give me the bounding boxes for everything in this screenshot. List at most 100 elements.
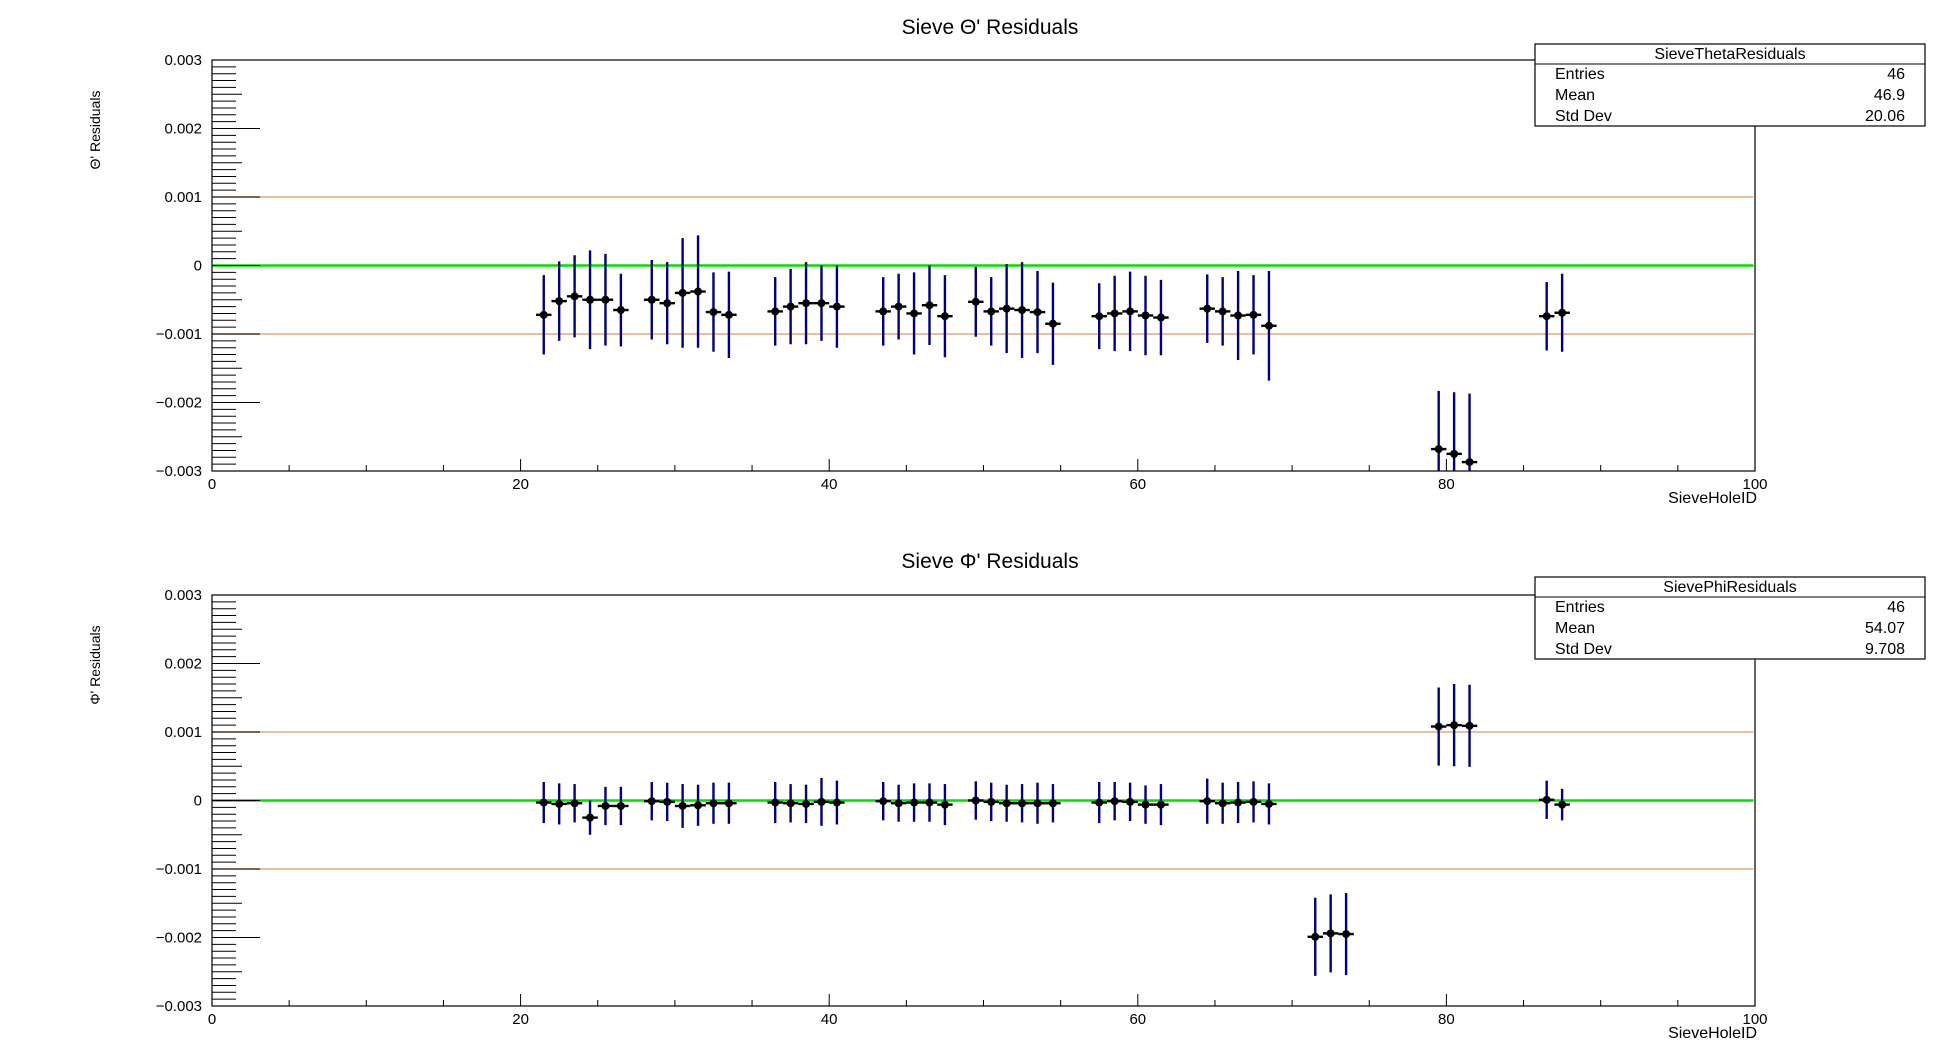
data-point (767, 277, 783, 346)
point-marker (663, 299, 672, 308)
stats-mean-value: 54.07 (1865, 620, 1905, 637)
data-point (798, 784, 814, 824)
point-marker (539, 798, 548, 807)
data-point (597, 253, 614, 346)
point-marker (910, 798, 919, 807)
data-point (875, 277, 891, 346)
data-point (613, 786, 629, 826)
point-marker (832, 302, 841, 311)
point-marker (817, 299, 826, 308)
point-marker (724, 799, 733, 808)
data-point (1322, 894, 1339, 973)
point-marker (987, 797, 996, 806)
x-tick-label: 80 (1438, 476, 1455, 493)
stats-mean-label: Mean (1555, 87, 1595, 104)
data-point (782, 784, 799, 823)
data-point (690, 784, 706, 826)
point-marker (1033, 799, 1042, 808)
point-marker (1018, 306, 1027, 315)
data-point (890, 784, 907, 822)
data-point (1446, 392, 1462, 471)
data-point (921, 265, 938, 345)
phi-residuals-panel: Sieve Φ' Residuals −0.003 −0.002 −0.001 0 0.… (87, 550, 1926, 1042)
y-tick-label: 0.002 (164, 656, 202, 673)
point-marker (1558, 308, 1567, 317)
data-point (644, 260, 660, 340)
point-marker (1434, 445, 1443, 454)
y-tick-label: 0.001 (164, 724, 202, 741)
point-marker (971, 796, 980, 805)
point-marker (694, 801, 703, 810)
data-point (1014, 784, 1030, 823)
data-point (1199, 274, 1215, 343)
data-point (983, 277, 999, 346)
point-marker (971, 297, 980, 306)
stats-entries-value: 46 (1887, 599, 1905, 616)
data-point (1461, 684, 1478, 767)
x-tick-label: 0 (208, 1011, 216, 1028)
point-marker (1141, 800, 1150, 809)
point-marker (1434, 722, 1443, 731)
stats-entries-value: 46 (1887, 66, 1905, 83)
y-tick-label: −0.002 (156, 395, 202, 412)
point-marker (1095, 312, 1104, 321)
point-marker (678, 288, 687, 297)
x-tick-label: 40 (821, 476, 838, 493)
data-point (1122, 271, 1138, 352)
data-point (998, 264, 1015, 354)
data-point (1214, 782, 1231, 824)
point-marker (1542, 795, 1551, 804)
data-point (1106, 275, 1123, 352)
point-marker (1033, 308, 1042, 317)
point-marker (1558, 800, 1567, 809)
data-point (551, 261, 567, 341)
point-marker (1542, 312, 1551, 321)
data-point (1214, 277, 1231, 346)
data-point (1029, 782, 1046, 824)
data-point (1091, 782, 1107, 824)
data-point (1538, 281, 1555, 351)
point-marker (539, 310, 548, 319)
point-marker (786, 302, 795, 311)
data-point (1307, 897, 1323, 976)
data-point (1137, 785, 1154, 824)
point-marker (709, 799, 718, 808)
x-axis-label: SieveHoleID (1668, 490, 1757, 507)
data-point (536, 275, 552, 355)
point-marker (940, 312, 949, 321)
data-point (1461, 393, 1478, 471)
data-point (1153, 784, 1169, 826)
data-point (674, 784, 691, 828)
data-point (644, 782, 660, 821)
data-point (782, 268, 799, 345)
point-marker (910, 309, 919, 318)
point-marker (1326, 929, 1335, 938)
data-point (1137, 275, 1154, 356)
data-point (597, 786, 614, 826)
stats-box: SieveThetaResiduals Entries 46 Mean 46.9… (1534, 43, 1926, 127)
x-tick-label: 60 (1129, 476, 1146, 493)
point-marker (1048, 799, 1057, 808)
point-marker (879, 307, 888, 316)
point-marker (709, 308, 718, 317)
x-tick-label: 0 (208, 476, 216, 493)
y-tick-label: −0.001 (156, 861, 202, 878)
point-marker (1342, 930, 1351, 939)
point-marker (940, 800, 949, 809)
point-marker (1203, 304, 1212, 313)
data-point (937, 275, 953, 358)
data-point (705, 272, 722, 352)
data-points (536, 684, 1570, 976)
point-marker (586, 813, 595, 822)
data-point (1029, 270, 1046, 354)
y-tick-label: −0.003 (156, 463, 202, 480)
data-point (1261, 783, 1277, 825)
stats-entries-label: Entries (1555, 66, 1605, 83)
stats-box: SievePhiResiduals Entries 46 Mean 54.07 … (1534, 576, 1926, 660)
point-marker (601, 801, 610, 810)
data-point (906, 783, 922, 822)
data-point (1538, 780, 1555, 819)
x-axis-label: SieveHoleID (1668, 1025, 1757, 1042)
point-marker (616, 801, 625, 810)
point-marker (771, 307, 780, 316)
